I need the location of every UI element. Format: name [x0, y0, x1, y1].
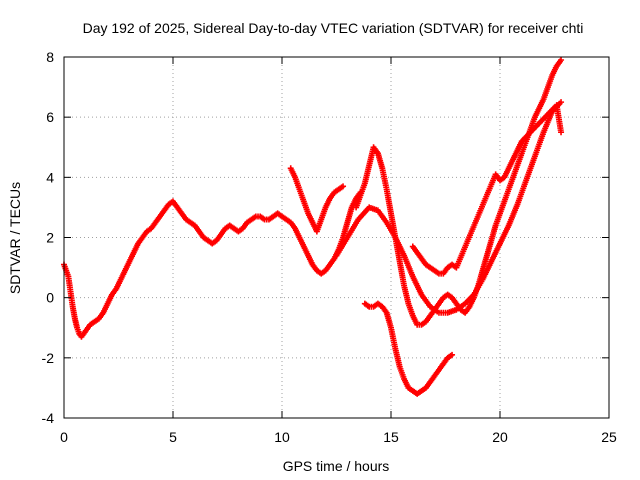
data-point: [558, 99, 565, 106]
grid-lines: [64, 57, 609, 418]
data-point: [340, 183, 347, 190]
y-tick-label: 0: [46, 290, 54, 306]
y-tick-label: 4: [46, 169, 54, 185]
x-axis-label: GPS time / hours: [283, 458, 390, 474]
y-tick-label: 2: [46, 230, 54, 246]
series-middle-trace: [333, 99, 565, 316]
series-short-segments: [287, 165, 347, 235]
x-tick-label: 5: [169, 429, 177, 445]
y-axis-ticks: -4 -2 0 2 4 6 8: [42, 49, 609, 426]
y-tick-label: -2: [42, 350, 55, 366]
series-upper-peak-trace: [353, 57, 565, 328]
series-lower-loop: [361, 300, 456, 397]
x-tick-label: 20: [492, 429, 508, 445]
y-tick-label: -4: [42, 410, 55, 426]
data-point: [449, 351, 456, 358]
x-tick-label: 10: [274, 429, 290, 445]
series-late-segments: [409, 102, 565, 277]
x-axis-ticks: 0 5 10 15 20 25: [60, 57, 617, 445]
chart-title: Day 192 of 2025, Sidereal Day-to-day VTE…: [83, 20, 584, 36]
x-tick-label: 0: [60, 429, 68, 445]
data-point: [558, 129, 565, 136]
y-axis-label: SDTVAR / TECUs: [7, 182, 23, 294]
data-series: [61, 57, 565, 397]
series-main-trace: [61, 189, 364, 340]
data-point: [558, 57, 565, 64]
x-tick-label: 15: [383, 429, 399, 445]
x-tick-label: 25: [601, 429, 617, 445]
y-tick-label: 8: [46, 49, 54, 65]
y-tick-label: 6: [46, 109, 54, 125]
